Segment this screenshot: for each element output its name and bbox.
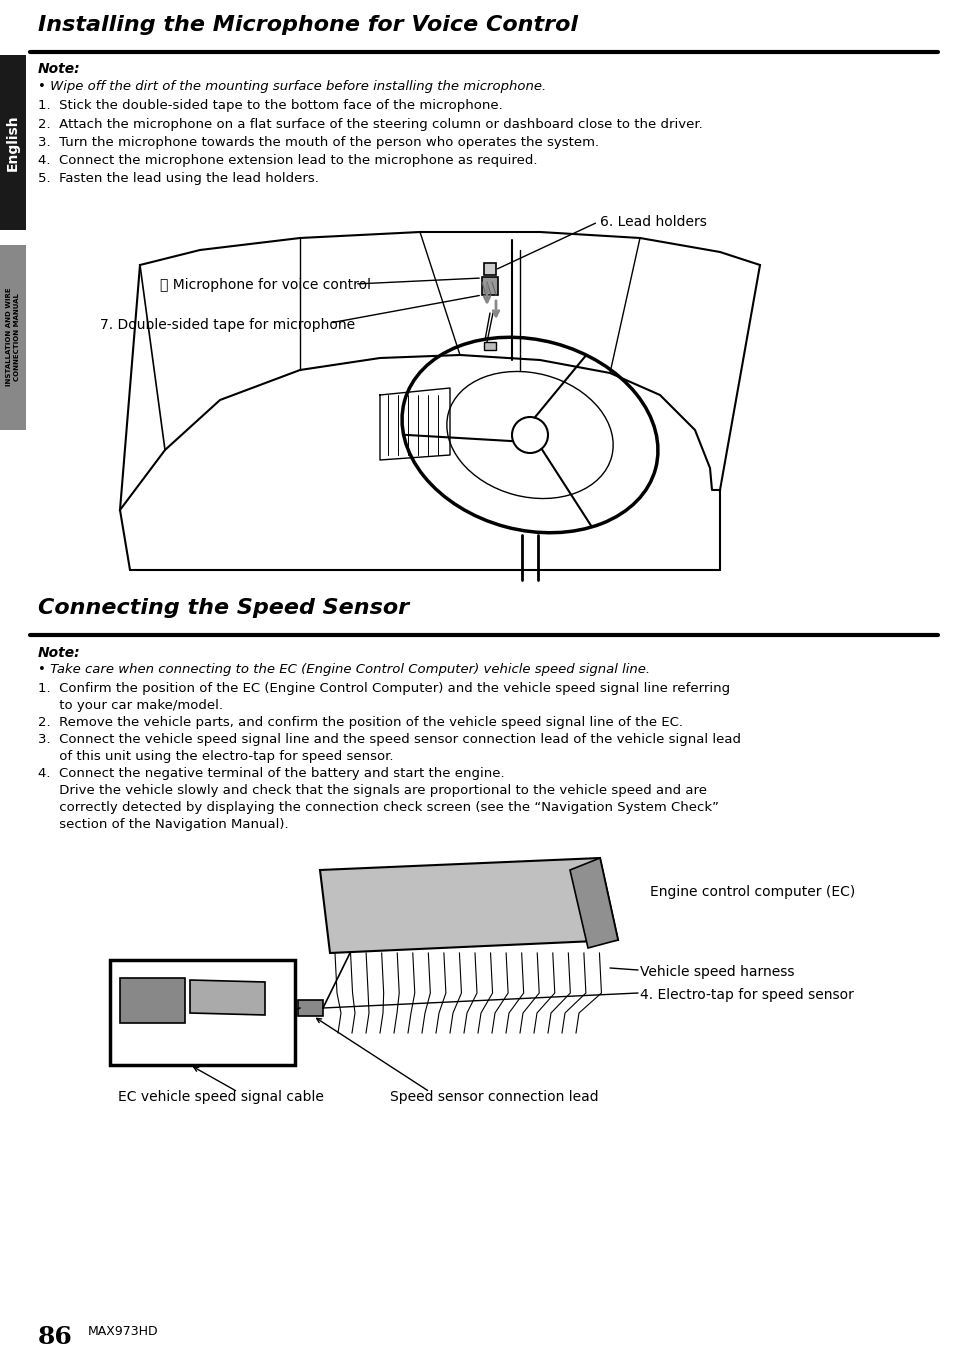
Text: to your car make/model.: to your car make/model. (38, 699, 223, 713)
Text: 2.  Remove the vehicle parts, and confirm the position of the vehicle speed sign: 2. Remove the vehicle parts, and confirm… (38, 717, 682, 729)
Text: 6. Lead holders: 6. Lead holders (599, 215, 706, 228)
Text: Drive the vehicle slowly and check that the signals are proportional to the vehi: Drive the vehicle slowly and check that … (38, 784, 706, 796)
Text: 3.  Turn the microphone towards the mouth of the person who operates the system.: 3. Turn the microphone towards the mouth… (38, 137, 598, 149)
Text: • Take care when connecting to the EC (Engine Control Computer) vehicle speed si: • Take care when connecting to the EC (E… (38, 662, 649, 676)
Text: 3.  Connect the vehicle speed signal line and the speed sensor connection lead o: 3. Connect the vehicle speed signal line… (38, 733, 740, 746)
Text: MAX973HD: MAX973HD (88, 1325, 158, 1338)
Text: section of the Navigation Manual).: section of the Navigation Manual). (38, 818, 289, 831)
Bar (483, 342, 496, 350)
Text: 7. Double-sided tape for microphone: 7. Double-sided tape for microphone (100, 318, 355, 333)
Bar (0, 55, 26, 230)
Text: Speed sensor connection lead: Speed sensor connection lead (390, 1090, 598, 1105)
Text: Connecting the Speed Sensor: Connecting the Speed Sensor (38, 598, 409, 618)
Bar (297, 1000, 323, 1015)
Text: • Wipe off the dirt of the mounting surface before installing the microphone.: • Wipe off the dirt of the mounting surf… (38, 80, 546, 93)
Text: INSTALLATION AND WIRE
CONNECTION MANUAL: INSTALLATION AND WIRE CONNECTION MANUAL (7, 288, 20, 387)
Text: of this unit using the electro-tap for speed sensor.: of this unit using the electro-tap for s… (38, 750, 393, 763)
Text: Note:: Note: (38, 646, 81, 660)
Text: 5.  Fasten the lead using the lead holders.: 5. Fasten the lead using the lead holder… (38, 172, 318, 185)
Bar (483, 264, 496, 274)
Text: 4.  Connect the microphone extension lead to the microphone as required.: 4. Connect the microphone extension lead… (38, 154, 537, 168)
Text: 1.  Stick the double-sided tape to the bottom face of the microphone.: 1. Stick the double-sided tape to the bo… (38, 99, 502, 112)
Bar (110, 960, 294, 1065)
Text: 4. Electro-tap for speed sensor: 4. Electro-tap for speed sensor (639, 988, 853, 1002)
Polygon shape (319, 859, 618, 953)
Text: Vehicle speed harness: Vehicle speed harness (639, 965, 794, 979)
Text: Engine control computer (EC): Engine control computer (EC) (649, 886, 854, 899)
Polygon shape (190, 980, 265, 1015)
Text: 4.  Connect the negative terminal of the battery and start the engine.: 4. Connect the negative terminal of the … (38, 767, 504, 780)
Text: English: English (6, 115, 20, 172)
Polygon shape (569, 859, 618, 948)
Bar (120, 977, 185, 1023)
Text: 86: 86 (38, 1325, 72, 1349)
Text: correctly detected by displaying the connection check screen (see the “Navigatio: correctly detected by displaying the con… (38, 800, 719, 814)
Text: Note:: Note: (38, 62, 81, 76)
Text: EC vehicle speed signal cable: EC vehicle speed signal cable (118, 1090, 323, 1105)
Bar (481, 277, 497, 295)
Text: 2.  Attach the microphone on a flat surface of the steering column or dashboard : 2. Attach the microphone on a flat surfa… (38, 118, 702, 131)
Text: 1.  Confirm the position of the EC (Engine Control Computer) and the vehicle spe: 1. Confirm the position of the EC (Engin… (38, 681, 729, 695)
Bar (0, 245, 26, 430)
Text: Installing the Microphone for Voice Control: Installing the Microphone for Voice Cont… (38, 15, 578, 35)
Text: ⒥ Microphone for voice control: ⒥ Microphone for voice control (160, 279, 371, 292)
